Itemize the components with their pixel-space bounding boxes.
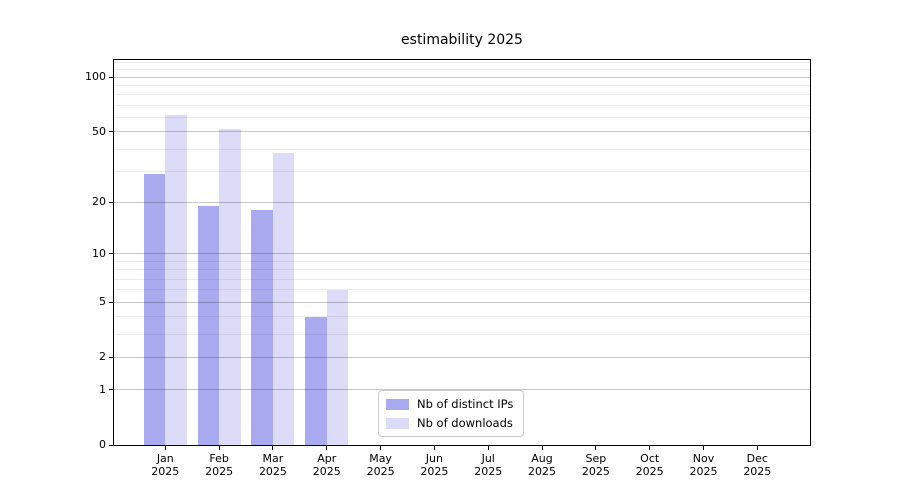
legend-item-distinct-ips: Nb of distinct IPs — [386, 397, 513, 411]
y-tick-label-10: 10 — [92, 246, 106, 260]
y-tick-mark-20 — [109, 201, 114, 203]
legend-label-downloads: Nb of downloads — [417, 416, 513, 430]
y-tick-label-1: 1 — [99, 382, 106, 396]
x-tick-label-mar: Mar 2025 — [258, 452, 287, 478]
gridline-minor-70 — [114, 104, 810, 106]
bar-nb-of-downloads-feb — [219, 128, 241, 445]
y-tick-label-5: 5 — [99, 295, 106, 309]
x-tick-label-jun: Jun 2025 — [420, 452, 449, 478]
gridline-major-5 — [114, 301, 810, 303]
gridline-major-100 — [114, 76, 810, 78]
x-tick-mark-dec — [756, 446, 758, 450]
x-tick-label-jan: Jan 2025 — [151, 452, 180, 478]
x-tick-mark-aug — [541, 446, 543, 450]
x-tick-mark-jul — [487, 446, 489, 450]
y-tick-mark-0 — [109, 444, 114, 446]
bar-nb-of-downloads-jan — [165, 114, 187, 445]
gridline-minor-90 — [114, 85, 810, 87]
y-tick-mark-100 — [109, 76, 114, 78]
x-tick-label-nov: Nov 2025 — [689, 452, 718, 478]
y-tick-label-2: 2 — [99, 350, 106, 364]
x-tick-label-aug: Aug 2025 — [528, 452, 557, 478]
y-tick-mark-5 — [109, 301, 114, 303]
x-tick-label-oct: Oct 2025 — [635, 452, 664, 478]
y-tick-mark-2 — [109, 356, 114, 358]
x-tick-label-apr: Apr 2025 — [312, 452, 341, 478]
y-tick-mark-1 — [109, 389, 114, 391]
legend-item-downloads: Nb of downloads — [386, 416, 513, 430]
gridline-major-10 — [114, 253, 810, 255]
bar-nb-of-downloads-apr — [326, 289, 349, 445]
x-tick-mark-may — [380, 446, 382, 450]
x-tick-label-dec: Dec 2025 — [743, 452, 772, 478]
x-tick-mark-apr — [326, 446, 328, 450]
y-tick-mark-50 — [109, 131, 114, 133]
legend-swatch-distinct-ips — [386, 398, 409, 410]
gridline-minor-3 — [114, 334, 810, 336]
bar-nb-of-distinct-ips-feb — [197, 206, 220, 445]
gridline-minor-4 — [114, 316, 810, 318]
gridline-major-50 — [114, 131, 810, 133]
x-tick-mark-oct — [649, 446, 651, 450]
y-tick-label-0: 0 — [99, 438, 106, 451]
gridline-minor-110 — [114, 69, 810, 71]
x-tick-mark-mar — [272, 446, 274, 450]
x-tick-mark-feb — [218, 446, 220, 450]
y-tick-label-20: 20 — [92, 195, 106, 209]
x-tick-label-jul: Jul 2025 — [474, 452, 503, 478]
legend-swatch-downloads — [386, 417, 409, 429]
x-tick-mark-sep — [595, 446, 597, 450]
x-tick-label-sep: Sep 2025 — [581, 452, 610, 478]
bar-nb-of-distinct-ips-apr — [305, 316, 327, 445]
x-tick-mark-jan — [164, 446, 166, 450]
gridline-minor-120 — [114, 62, 810, 64]
bar-nb-of-distinct-ips-mar — [251, 210, 273, 445]
gridline-minor-6 — [114, 289, 810, 291]
y-tick-mark-10 — [109, 253, 114, 255]
gridline-minor-8 — [114, 269, 810, 271]
legend: Nb of distinct IPs Nb of downloads — [378, 390, 525, 437]
x-tick-mark-nov — [703, 446, 704, 450]
gridline-minor-30 — [114, 170, 810, 172]
gridline-minor-7 — [114, 278, 810, 280]
gridline-major-20 — [114, 201, 810, 203]
gridline-major-1 — [114, 389, 810, 391]
y-tick-label-100: 100 — [85, 70, 106, 84]
gridline-minor-60 — [114, 116, 810, 118]
bar-nb-of-downloads-mar — [272, 153, 295, 445]
y-tick-label-50: 50 — [92, 124, 106, 138]
x-tick-label-feb: Feb 2025 — [205, 452, 234, 478]
x-tick-label-may: May 2025 — [366, 452, 395, 478]
bar-nb-of-distinct-ips-jan — [143, 173, 166, 445]
legend-label-distinct-ips: Nb of distinct IPs — [417, 397, 514, 411]
gridline-major-2 — [114, 356, 810, 358]
x-tick-mark-jun — [433, 446, 435, 450]
chart-title: estimability 2025 — [401, 32, 523, 48]
gridline-minor-9 — [114, 261, 810, 262]
gridline-minor-80 — [114, 94, 810, 96]
gridline-minor-40 — [114, 148, 810, 150]
